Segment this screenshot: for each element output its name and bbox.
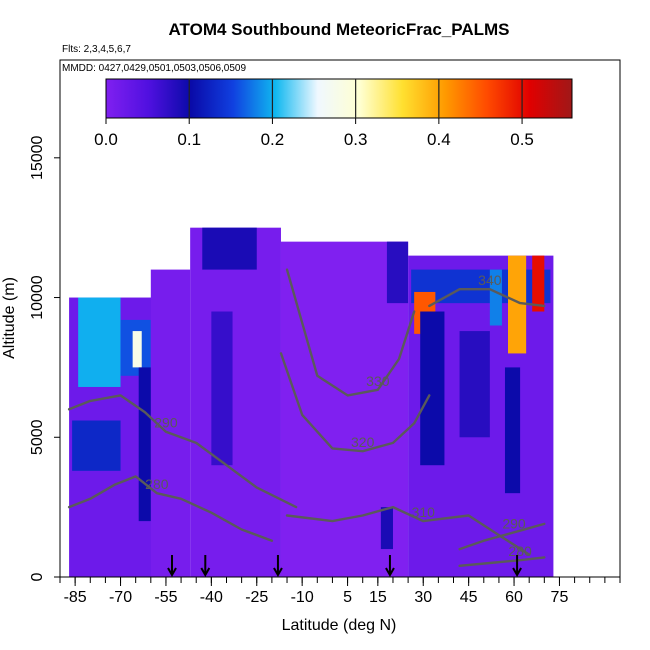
contour-label-0: 280 (145, 476, 169, 492)
x-tick-label: 60 (505, 589, 523, 606)
contour-line-4 (285, 268, 416, 397)
heatmap-cell-20 (532, 255, 545, 312)
x-axis: -85 -70 -55 -40 -25 -10 5 15 30 45 60 75 (59, 577, 621, 606)
overpass-arrows (167, 555, 522, 578)
heatmap-cell-11 (386, 241, 409, 304)
heatmap-cell-3 (132, 331, 142, 368)
colorbar: 0.0 0.1 0.2 0.3 0.4 0.5 (94, 78, 573, 149)
x-tick-label: 15 (369, 589, 387, 606)
plot-frame (59, 59, 621, 578)
colorbar-tick-label: 0.0 (94, 130, 118, 149)
x-tick-label: 45 (460, 589, 478, 606)
x-tick-label: -70 (109, 589, 132, 606)
contour-label-4: 330 (366, 373, 390, 389)
contour-label-5: 340 (478, 272, 502, 288)
heatmap-cells (69, 227, 554, 577)
y-axis-label: Altitude (m) (1, 277, 18, 359)
contour-label-7: 280 (508, 543, 532, 559)
y-tick-label: 10000 (29, 275, 46, 320)
heatmap-cell-8 (202, 227, 257, 270)
contour-label-2: 310 (412, 504, 436, 520)
x-tick-label: -25 (245, 589, 268, 606)
y-tick-label: 5000 (29, 419, 46, 455)
x-tick-label: 5 (343, 589, 352, 606)
x-tick-label: -55 (154, 589, 177, 606)
contour-label-3: 320 (351, 434, 375, 450)
contour-line-1 (67, 394, 298, 509)
heatmap-cell-12 (380, 507, 393, 550)
overpass-arrow-2 (273, 555, 283, 578)
heatmap-cell-19 (508, 255, 527, 354)
heatmap-cell-21 (504, 367, 521, 494)
colorbar-tick-label: 0.3 (344, 130, 368, 149)
colorbar-tick-label: 0.1 (177, 130, 201, 149)
heatmap-cell-9 (211, 311, 233, 466)
heatmap-cell-18 (489, 269, 502, 326)
x-axis-label: Latitude (deg N) (282, 617, 397, 634)
contour-line-0 (67, 475, 274, 542)
heatmap-cell-1 (78, 297, 121, 387)
colorbar-gradient (105, 78, 573, 119)
flights-subtitle: Flts: 2,3,4,5,6,7 (62, 44, 131, 55)
y-tick-label: 15000 (29, 135, 46, 180)
contour-line-7 (458, 556, 546, 567)
y-tick-label: 0 (29, 572, 46, 581)
heatmap-cell-7 (190, 227, 281, 577)
colorbar-tick-label: 0.2 (261, 130, 285, 149)
contour-label-1: 290 (154, 415, 178, 431)
x-tick-label: -10 (291, 589, 314, 606)
contour-label-6: 290 (502, 515, 526, 531)
dates-subtitle: MMDD: 0427,0429,0501,0503,0506,0509 (62, 63, 246, 74)
x-tick-label: -85 (64, 589, 87, 606)
colorbar-tick-label: 0.4 (427, 130, 451, 149)
chart-title: ATOM4 Southbound MeteoricFrac_PALMS (169, 20, 510, 39)
heatmap-cell-16 (420, 311, 445, 466)
y-axis: 0 5000 10000 15000 (29, 135, 60, 581)
heatmap-cell-4 (72, 420, 121, 471)
contour-line-6 (458, 522, 546, 551)
overpass-arrow-4 (512, 555, 522, 578)
overpass-arrow-1 (200, 555, 211, 578)
overpass-arrow-0 (167, 555, 177, 578)
x-tick-label: 75 (551, 589, 569, 606)
contour-line-5 (428, 288, 546, 308)
overpass-arrow-3 (385, 555, 395, 578)
heatmap-cell-17 (459, 331, 490, 438)
contour-line-2 (285, 505, 531, 556)
theta-contours: 280 290 310 320 330 340 290 280 (67, 268, 546, 567)
x-tick-label: -40 (200, 589, 223, 606)
contour-line-3 (279, 352, 431, 453)
colorbar-tick-label: 0.5 (510, 130, 534, 149)
x-tick-label: 30 (414, 589, 432, 606)
